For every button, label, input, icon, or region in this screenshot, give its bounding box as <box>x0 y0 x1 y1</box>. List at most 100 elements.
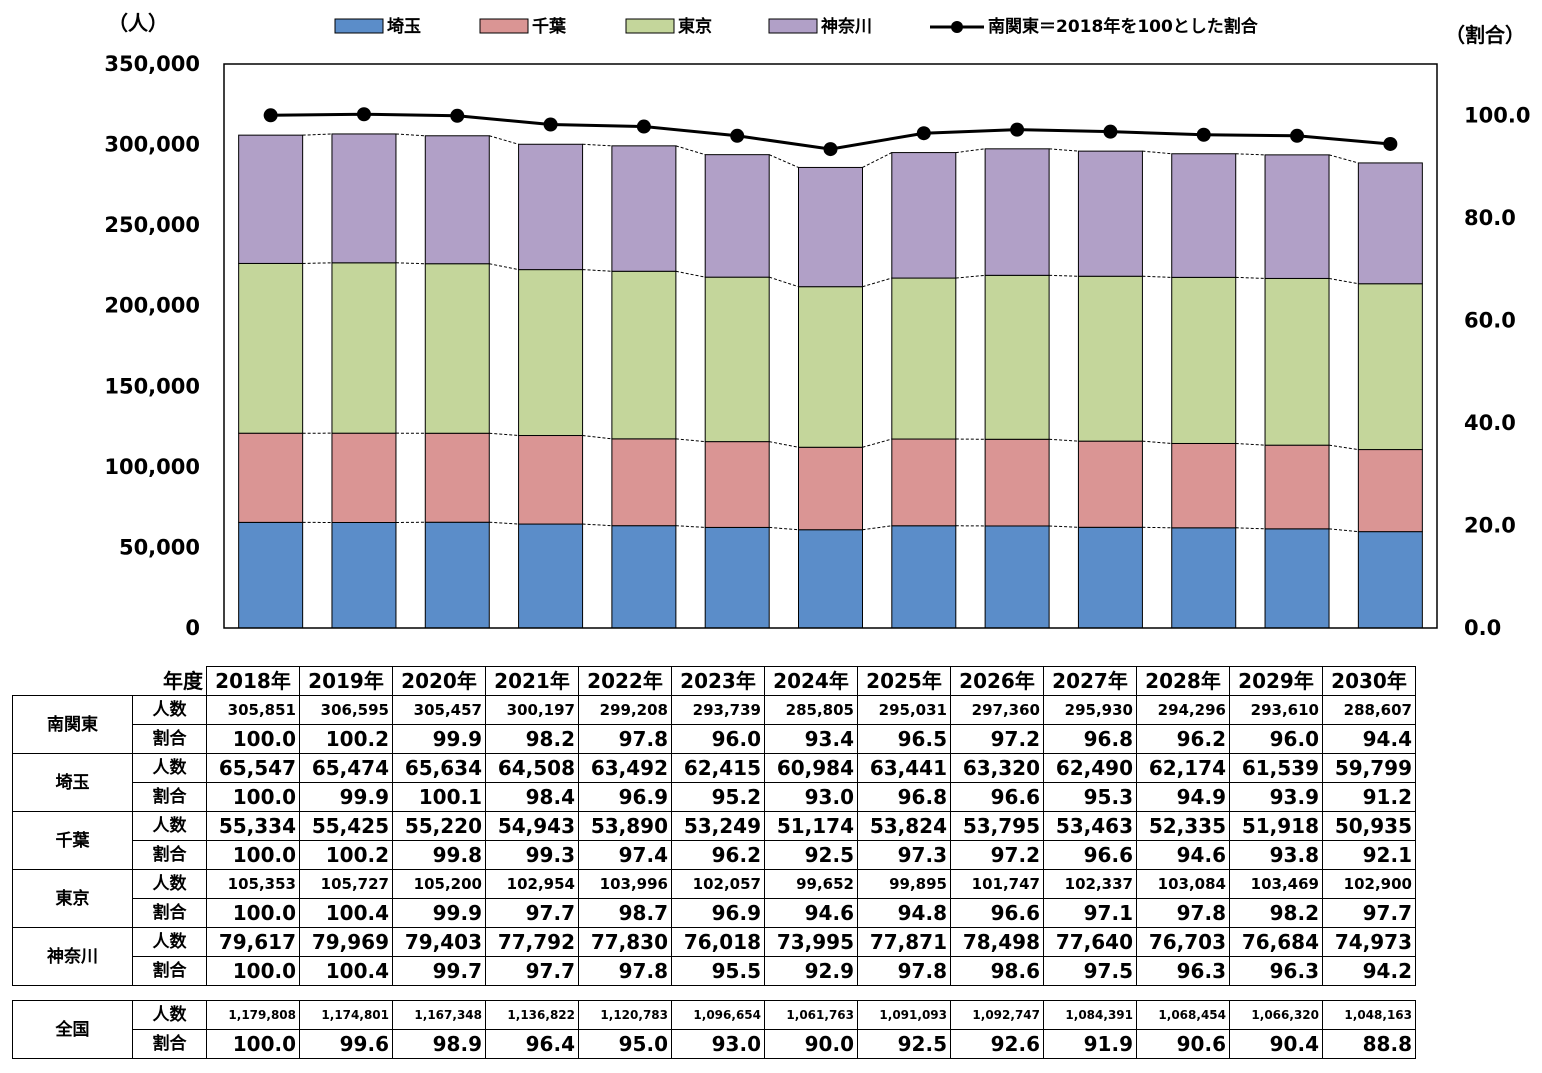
ratio-cell: 96.4 <box>485 1029 579 1059</box>
table-row: 全国 人数 1,179,808 1,174,801 1,167,348 1,136,822… <box>12 1000 1416 1059</box>
ratio-cell: 99.6 <box>299 1029 393 1059</box>
count-cell: 1,061,763 <box>764 1000 858 1030</box>
bar-埼玉 <box>238 521 304 629</box>
ratio-cell: 97.8 <box>1136 898 1230 928</box>
metric-label: 割合 <box>132 840 207 870</box>
count-cell: 1,167,348 <box>392 1000 486 1030</box>
legend-label: 東京 <box>678 16 712 37</box>
connector-line <box>489 135 519 145</box>
region-label: 南関東 <box>12 695 133 754</box>
connector-line <box>675 145 706 156</box>
count-cell: 74,973 <box>1322 927 1416 957</box>
category-label: 2026年 <box>950 666 1044 696</box>
connector-line <box>395 133 426 137</box>
connector-line <box>1049 274 1079 277</box>
ratio-cell: 95.3 <box>1043 782 1137 812</box>
bar-埼玉 <box>611 525 677 629</box>
right-tick-label: 80.0 <box>1464 206 1516 230</box>
bar-神奈川 <box>704 154 770 278</box>
count-cell: 65,474 <box>299 753 393 783</box>
connector-line <box>769 441 799 448</box>
connector-line <box>862 277 892 288</box>
connector-line <box>302 262 332 264</box>
right-axis-ticks: 0.0 20.0 40.0 60.0 80.0 100.0 <box>1464 103 1530 640</box>
connector-line <box>489 432 519 437</box>
left-tick-label: 50,000 <box>119 535 200 559</box>
ratio-point <box>356 107 371 122</box>
bar-神奈川 <box>891 152 957 279</box>
table-gap <box>13 986 1416 1001</box>
region-label: 神奈川 <box>12 927 133 986</box>
ratio-point <box>1010 122 1025 137</box>
bar-東京 <box>238 262 304 434</box>
ratio-cell: 92.5 <box>764 840 858 870</box>
ratio-cell: 98.2 <box>1229 898 1323 928</box>
table-row: 割合 100.0 100.4 99.7 97.7 97.8 95.5 92.9 97.8 98.6… <box>13 956 1416 986</box>
left-tick-label: 250,000 <box>104 213 200 237</box>
ratio-cell: 95.5 <box>671 956 765 986</box>
ratio-cell: 96.8 <box>1043 724 1137 754</box>
connector-line <box>1328 444 1359 451</box>
bar-埼玉 <box>1077 526 1143 629</box>
category-label: 2028年 <box>1136 666 1230 696</box>
table-row: 割合 100.0 100.4 99.9 97.7 98.7 96.9 94.6 94.8 96.6… <box>13 898 1416 928</box>
bar-千葉 <box>424 432 490 523</box>
count-cell: 79,617 <box>206 927 300 957</box>
metric-label: 人数 <box>132 1000 207 1030</box>
count-cell: 53,890 <box>578 811 672 841</box>
left-tick-label: 150,000 <box>104 374 200 398</box>
connector-line <box>769 526 799 531</box>
ratio-cell: 97.1 <box>1043 898 1137 928</box>
connector-line <box>675 438 706 443</box>
category-label: 2030年 <box>1322 666 1416 696</box>
bar-神奈川 <box>1264 154 1330 279</box>
ratio-cell: 97.7 <box>485 898 579 928</box>
count-cell: 297,360 <box>950 695 1044 725</box>
count-cell: 101,747 <box>950 869 1044 899</box>
bar-千葉 <box>1171 442 1237 529</box>
bar-東京 <box>798 286 863 448</box>
ratio-cell: 90.0 <box>764 1029 858 1059</box>
connector-line <box>1235 527 1266 530</box>
count-cell: 102,900 <box>1322 869 1416 899</box>
count-cell: 51,918 <box>1229 811 1323 841</box>
ratio-cell: 97.2 <box>950 724 1044 754</box>
connector-line <box>1049 525 1079 528</box>
bar-千葉 <box>1264 444 1330 530</box>
category-label: 2023年 <box>671 666 765 696</box>
count-cell: 54,943 <box>485 811 579 841</box>
bar-千葉 <box>1357 449 1423 533</box>
ratio-line-series <box>263 107 1398 157</box>
bar-千葉 <box>518 435 584 525</box>
metric-label: 人数 <box>132 695 207 725</box>
ratio-cell: 100.2 <box>299 724 393 754</box>
right-axis-unit: （割合） <box>1445 23 1525 47</box>
ratio-cell: 96.9 <box>578 782 672 812</box>
bar-千葉 <box>704 441 770 528</box>
count-cell: 64,508 <box>485 753 579 783</box>
ratio-point <box>450 108 465 123</box>
count-cell: 62,415 <box>671 753 765 783</box>
ratio-cell: 99.9 <box>392 724 486 754</box>
connector-line <box>675 270 706 278</box>
count-cell: 1,068,454 <box>1136 1000 1230 1030</box>
ratio-point <box>916 126 931 141</box>
category-label: 2021年 <box>485 666 579 696</box>
category-label: 2024年 <box>764 666 858 696</box>
ratio-cell: 90.4 <box>1229 1029 1323 1059</box>
category-label: 2027年 <box>1043 666 1137 696</box>
metric-label: 割合 <box>132 782 207 812</box>
ratio-cell: 94.9 <box>1136 782 1230 812</box>
left-tick-label: 100,000 <box>104 455 200 479</box>
ratio-cell: 99.7 <box>392 956 486 986</box>
bar-東京 <box>424 263 490 434</box>
left-tick-label: 0 <box>185 616 200 640</box>
count-cell: 1,174,801 <box>299 1000 393 1030</box>
count-cell: 53,824 <box>857 811 951 841</box>
ratio-cell: 94.6 <box>764 898 858 928</box>
count-cell: 63,320 <box>950 753 1044 783</box>
ratio-cell: 93.0 <box>671 1029 765 1059</box>
bar-神奈川 <box>1357 162 1423 285</box>
ratio-cell: 95.2 <box>671 782 765 812</box>
category-header: 年度 <box>163 668 203 693</box>
